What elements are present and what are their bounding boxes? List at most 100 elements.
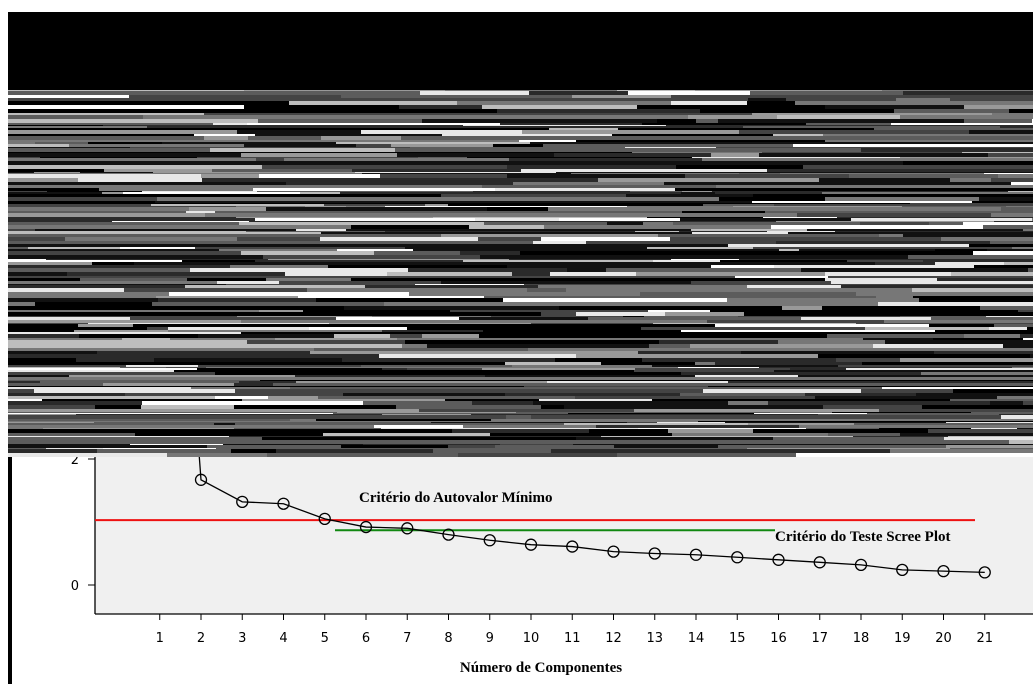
- noise-streak: [201, 409, 251, 412]
- noise-streak: [241, 332, 432, 334]
- noise-streak: [182, 260, 255, 262]
- noise-streak: [1012, 247, 1033, 249]
- noise-streak: [527, 288, 566, 292]
- y-tick-label: 0: [71, 579, 79, 594]
- noise-streak: [652, 365, 838, 367]
- noise-streak: [557, 351, 638, 354]
- noise-streak: [422, 334, 479, 338]
- noise-streak: [953, 389, 1033, 393]
- noise-streak: [80, 278, 187, 281]
- y-ticks: 02: [71, 453, 95, 594]
- noise-row: [8, 387, 1033, 389]
- noise-streak: [521, 169, 767, 172]
- noise-streak: [928, 429, 1033, 433]
- noise-streak: [8, 405, 95, 409]
- noise-streak: [860, 222, 929, 225]
- noise-streak: [554, 153, 711, 157]
- noise-streak: [8, 105, 244, 109]
- noise-streak: [550, 272, 636, 276]
- noise-streak: [295, 375, 485, 377]
- noise-streak: [690, 344, 873, 348]
- noise-streak: [715, 324, 929, 327]
- noise-row: [8, 399, 1033, 401]
- noise-streak: [8, 115, 143, 119]
- noise-streak: [849, 174, 998, 178]
- noise-streak: [1008, 191, 1033, 192]
- noise-streak: [237, 237, 320, 241]
- noise-streak: [739, 173, 780, 174]
- noise-streak: [818, 414, 999, 415]
- noise-row: [8, 115, 1033, 119]
- noise-streak: [247, 340, 405, 344]
- noise-streak: [275, 338, 397, 340]
- noise-streak: [237, 130, 361, 134]
- noise-streak: [921, 372, 1033, 375]
- noise-streak: [771, 225, 983, 229]
- noise-row: [8, 255, 1033, 259]
- noise-streak: [194, 134, 255, 136]
- noise-streak: [878, 302, 1033, 306]
- noise-streak: [8, 377, 203, 380]
- noise-streak: [8, 437, 262, 440]
- noise-streak: [474, 396, 575, 399]
- noise-streak: [8, 285, 185, 288]
- noise-streak: [310, 351, 557, 354]
- noise-streak: [241, 153, 397, 157]
- noise-streak: [748, 423, 854, 425]
- noise-streak: [452, 429, 589, 433]
- noise-streak: [632, 152, 762, 153]
- noise-streak: [8, 422, 94, 423]
- noise-streak: [8, 251, 241, 255]
- noise-streak: [463, 425, 596, 428]
- noise-streak: [8, 113, 204, 115]
- noise-streak: [126, 365, 198, 367]
- noise-streak: [97, 449, 231, 453]
- noise-streak: [728, 244, 969, 247]
- noise-streak: [212, 169, 352, 172]
- noise-row: [8, 128, 1033, 130]
- noise-row: [8, 98, 1033, 101]
- noise-streak: [544, 225, 771, 229]
- noise-streak: [668, 429, 753, 433]
- noise-row: [8, 249, 1033, 251]
- noise-streak: [463, 125, 666, 126]
- noise-streak: [541, 237, 670, 241]
- noise-streak: [8, 419, 108, 421]
- noise-streak: [8, 147, 130, 148]
- noise-row: [8, 448, 1033, 449]
- noise-streak: [641, 327, 865, 330]
- noise-streak: [251, 409, 419, 412]
- noise-row: [8, 272, 1033, 276]
- noise-streak: [169, 292, 219, 296]
- noise-streak: [8, 387, 191, 389]
- noise-streak: [681, 372, 921, 375]
- noise-streak: [576, 367, 678, 368]
- noise-streak: [8, 334, 79, 338]
- noise-streak: [648, 310, 710, 312]
- x-tick-label: 9: [486, 631, 494, 646]
- noise-row: [8, 278, 1033, 281]
- noise-streak: [8, 259, 46, 260]
- noise-streak: [122, 338, 170, 340]
- noise-streak: [104, 169, 212, 172]
- noise-streak: [912, 288, 1033, 292]
- noise-streak: [1030, 354, 1033, 358]
- noise-streak: [997, 396, 1033, 399]
- noise-streak: [542, 419, 582, 421]
- y-tick-label: 2: [71, 453, 79, 468]
- noise-streak: [555, 358, 642, 362]
- noise-streak: [120, 247, 195, 249]
- noise-streak: [433, 449, 551, 453]
- noise-streak: [410, 147, 625, 148]
- noise-streak: [562, 244, 625, 247]
- noise-streak: [156, 296, 298, 298]
- noise-streak: [8, 344, 231, 348]
- noise-streak: [266, 278, 351, 281]
- noise-streak: [490, 433, 672, 436]
- noise-streak: [586, 241, 776, 244]
- noise-streak: [35, 142, 88, 144]
- noise-streak: [825, 197, 979, 201]
- noise-row: [8, 338, 1033, 340]
- noise-streak: [770, 412, 832, 413]
- data-point: [978, 566, 991, 579]
